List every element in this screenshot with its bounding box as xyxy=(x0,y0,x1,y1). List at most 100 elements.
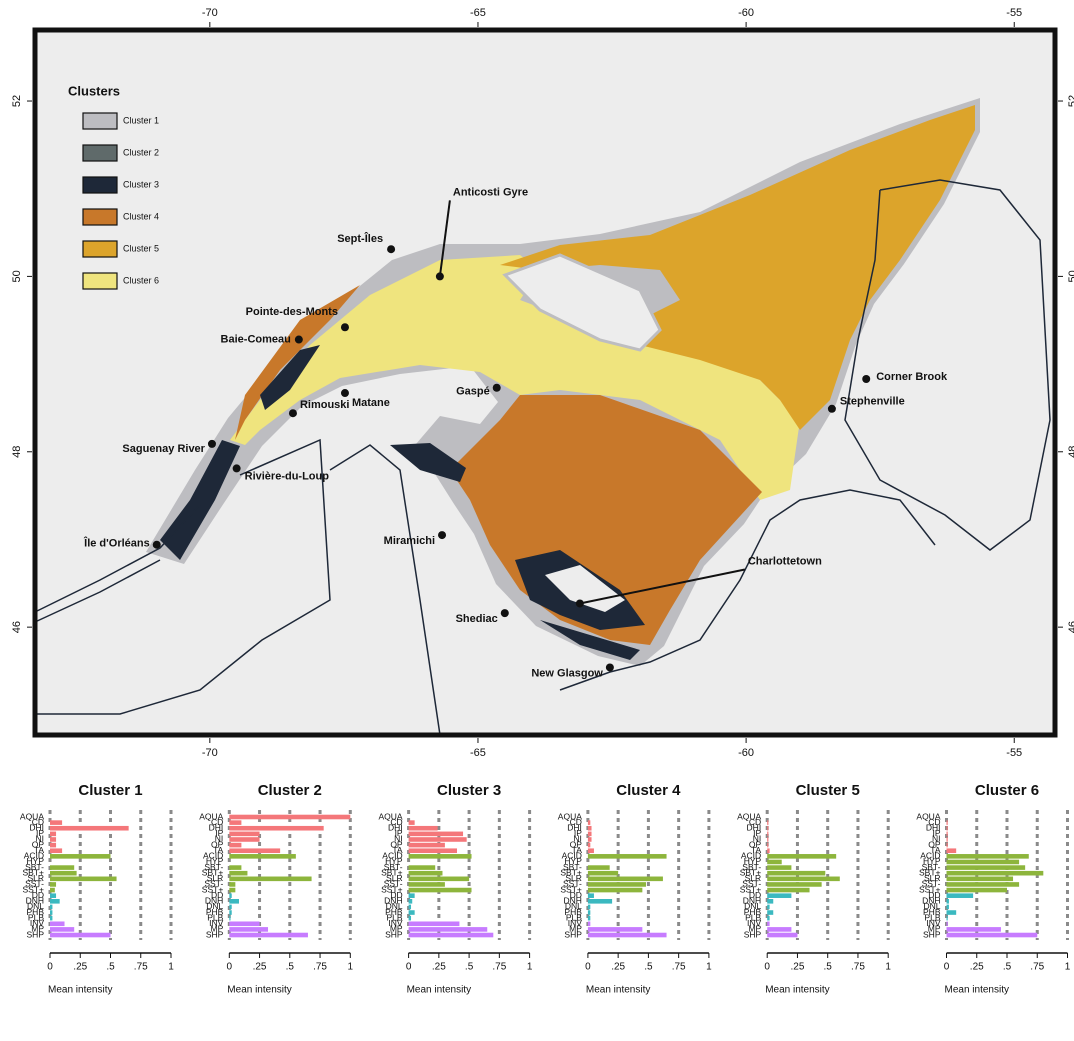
place-label: Shediac xyxy=(456,613,498,625)
category-label: TA xyxy=(213,845,224,855)
place-marker xyxy=(387,245,396,254)
place-marker xyxy=(435,272,444,281)
x-tick-label: 0 xyxy=(47,962,53,973)
x-tick-label: .75 xyxy=(313,962,327,973)
bar xyxy=(229,820,242,825)
bar xyxy=(229,854,296,859)
category-label: TA xyxy=(572,845,583,855)
bar xyxy=(946,921,948,927)
bar xyxy=(767,899,774,904)
place-label: Île d'Orléans xyxy=(83,537,150,550)
x-tick-label: .25 xyxy=(611,962,625,973)
bar xyxy=(946,842,948,848)
category-label: CD xyxy=(928,817,940,827)
coast-line xyxy=(844,179,1051,551)
category-label: DNH xyxy=(205,896,223,906)
x-axis-label: Mean intensity xyxy=(765,985,829,996)
legend-swatch xyxy=(82,176,118,194)
category-label: MP xyxy=(748,924,761,934)
bar xyxy=(946,915,948,921)
place-label: Sept-Îles xyxy=(337,232,383,245)
bar xyxy=(229,825,324,831)
place-marker xyxy=(438,531,447,540)
bar xyxy=(229,921,260,927)
place-marker xyxy=(232,464,241,473)
bar xyxy=(408,848,457,854)
category-label: SBT+ xyxy=(740,867,762,877)
bar xyxy=(767,831,769,837)
bar xyxy=(587,876,663,882)
place-marker xyxy=(492,383,501,392)
legend-label: Cluster 6 xyxy=(123,275,159,285)
bar xyxy=(229,837,260,842)
category-label: DHI xyxy=(388,822,403,832)
bar xyxy=(229,932,308,938)
bar xyxy=(229,882,236,887)
x-tick-label: -60 xyxy=(738,7,754,19)
cluster-6-area xyxy=(230,255,800,500)
category-label: HYP xyxy=(564,856,582,866)
x-tick-label: 0 xyxy=(406,962,412,973)
category-label: PHB xyxy=(206,907,224,917)
bar xyxy=(50,820,63,825)
category-label: PHB xyxy=(564,907,582,917)
bar xyxy=(587,887,643,893)
bar xyxy=(50,932,111,938)
x-tick-label: -70 xyxy=(202,747,218,759)
cluster-3-area xyxy=(390,443,466,482)
x-tick-label: -60 xyxy=(738,747,754,759)
category-label: DHI xyxy=(209,822,224,832)
border-line xyxy=(35,438,331,715)
category-label: SST+ xyxy=(381,884,403,894)
category-label: CD xyxy=(390,817,402,827)
place-label: Rimouski xyxy=(300,399,350,411)
x-tick-label: .75 xyxy=(1030,962,1044,973)
category-label: TA xyxy=(751,845,762,855)
category-label: OP xyxy=(749,839,762,849)
bar xyxy=(767,865,792,870)
category-label: PLB xyxy=(924,912,940,922)
bar xyxy=(946,831,948,837)
legend-swatch xyxy=(82,208,118,226)
category-label: CD xyxy=(32,817,44,827)
map-shapes xyxy=(32,27,1058,738)
category-label: DNL xyxy=(923,901,940,911)
place-marker xyxy=(827,404,836,413)
category-label: DNL xyxy=(386,901,403,911)
legend-swatch xyxy=(82,240,118,258)
x-tick-label: -55 xyxy=(1006,7,1022,19)
bar xyxy=(50,837,57,842)
x-axis-label: Mean intensity xyxy=(586,985,650,996)
x-tick-label: -65 xyxy=(470,747,486,759)
place-label: Charlottetown xyxy=(748,555,822,567)
category-label: SLR xyxy=(27,873,44,883)
category-label: DHI xyxy=(926,822,941,832)
category-label: DD xyxy=(749,890,761,900)
category-label: INV xyxy=(30,918,45,928)
bar xyxy=(50,899,60,904)
border-line xyxy=(329,444,441,736)
x-tick-label: -55 xyxy=(1006,747,1022,759)
category-label: SBT+ xyxy=(23,867,45,877)
category-label: DNH xyxy=(743,896,761,906)
category-label: SHP xyxy=(744,929,762,939)
y-tick-label: 46 xyxy=(1067,621,1074,633)
x-tick-label: .5 xyxy=(1003,962,1012,973)
category-label: SHP xyxy=(206,929,224,939)
bar xyxy=(50,882,57,887)
category-label: MP xyxy=(569,924,582,934)
category-label: DNL xyxy=(744,901,761,911)
coast-line xyxy=(559,489,936,691)
bar xyxy=(50,910,53,915)
category-label: SBT- xyxy=(563,862,582,872)
bar xyxy=(767,820,769,825)
x-axis-label: Mean intensity xyxy=(48,985,112,996)
category-label: SBT- xyxy=(25,862,44,872)
panel-title: Cluster 2 xyxy=(258,782,322,799)
category-label: HYP xyxy=(923,856,941,866)
category-label: HYP xyxy=(206,856,224,866)
bar xyxy=(946,820,948,825)
bar xyxy=(408,837,467,842)
place-marker xyxy=(340,323,349,332)
